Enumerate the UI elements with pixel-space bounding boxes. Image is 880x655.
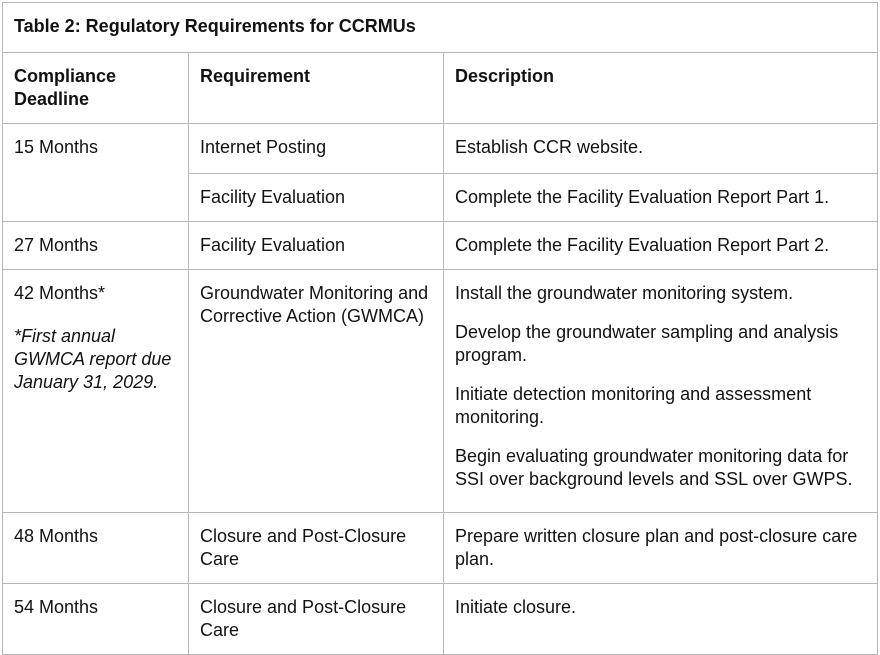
table-row: 15 Months Internet Posting Establish CCR… xyxy=(2,123,878,222)
requirement-cell: Facility Evaluation xyxy=(188,173,444,222)
requirement-cell: Internet Posting xyxy=(188,123,444,174)
deadline-cell: 15 Months xyxy=(2,123,189,222)
description-paragraph: Establish CCR website. xyxy=(455,137,644,157)
table-row: 48 Months Closure and Post-Closure Care … xyxy=(2,512,878,584)
description-cell: Prepare written closure plan and post-cl… xyxy=(443,512,878,584)
description-paragraph: Develop the groundwater sampling and ana… xyxy=(455,322,839,365)
deadline-note: *First annual GWMCA report due January 3… xyxy=(14,326,172,392)
table-row: Facility Evaluation Complete the Facilit… xyxy=(3,173,878,222)
deadline-cell: 48 Months xyxy=(2,512,189,584)
col-header-compliance-deadline: Compliance Deadline xyxy=(2,52,189,124)
description-cell: Complete the Facility Evaluation Report … xyxy=(443,173,878,222)
table-row: 54 Months Closure and Post-Closure Care … xyxy=(2,583,878,655)
deadline-cell: 54 Months xyxy=(2,583,189,655)
table-row: 42 Months* *First annual GWMCA report du… xyxy=(2,269,878,513)
description-cell: Initiate closure. xyxy=(443,583,878,655)
description-cell: Establish CCR website. xyxy=(443,123,878,174)
description-paragraph: Complete the Facility Evaluation Report … xyxy=(455,235,830,255)
description-paragraph: Install the groundwater monitoring syste… xyxy=(455,283,794,303)
description-paragraph: Begin evaluating groundwater monitoring … xyxy=(455,446,853,489)
deadline-cell: 27 Months xyxy=(2,221,189,270)
requirement-cell: Groundwater Monitoring and Corrective Ac… xyxy=(188,269,444,513)
col-header-description: Description xyxy=(443,52,878,124)
requirement-cell: Closure and Post-Closure Care xyxy=(188,583,444,655)
description-paragraph: Initiate detection monitoring and assess… xyxy=(455,384,812,427)
table-row: 27 Months Facility Evaluation Complete t… xyxy=(2,221,878,270)
requirement-cell: Closure and Post-Closure Care xyxy=(188,512,444,584)
deadline-value: 42 Months* xyxy=(14,283,106,303)
table-title: Table 2: Regulatory Requirements for CCR… xyxy=(2,2,878,53)
deadline-cell: 42 Months* *First annual GWMCA report du… xyxy=(2,269,189,513)
description-cell: Complete the Facility Evaluation Report … xyxy=(443,221,878,270)
requirement-cell: Facility Evaluation xyxy=(188,221,444,270)
description-paragraph: Initiate closure. xyxy=(455,597,577,617)
description-cell: Install the groundwater monitoring syste… xyxy=(443,269,878,513)
col-header-requirement: Requirement xyxy=(188,52,444,124)
description-paragraph: Complete the Facility Evaluation Report … xyxy=(455,187,830,207)
description-paragraph: Prepare written closure plan and post-cl… xyxy=(455,526,858,569)
